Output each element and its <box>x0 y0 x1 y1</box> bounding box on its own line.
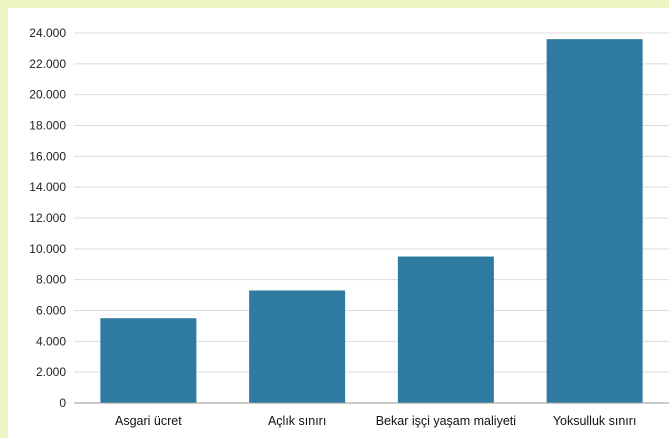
y-tick-label: 14.000 <box>29 180 66 194</box>
x-axis-category-labels: Asgari ücret Açlık sınırı Bekar işçi yaşam… <box>115 414 636 428</box>
y-tick-label: 18.000 <box>29 119 66 133</box>
chart-panel: 0 2.000 4.000 6.000 8.000 10.000 12.000 14.000 1… <box>8 8 669 438</box>
y-tick-label: 24.000 <box>29 26 66 40</box>
y-tick-label: 16.000 <box>29 149 66 163</box>
bar <box>100 318 197 403</box>
x-category-label: Açlık sınırı <box>268 414 326 428</box>
y-tick-label: 2.000 <box>36 365 66 379</box>
y-tick-label: 10.000 <box>29 242 66 256</box>
x-category-label: Bekar işçi yaşam maliyeti <box>376 414 516 428</box>
x-category-label: Yoksulluk sınırı <box>553 414 637 428</box>
bar <box>249 290 346 403</box>
y-tick-label: 6.000 <box>36 304 66 318</box>
y-tick-label: 8.000 <box>36 273 66 287</box>
y-tick-label: 20.000 <box>29 88 66 102</box>
bar <box>397 256 494 403</box>
bar-chart: 0 2.000 4.000 6.000 8.000 10.000 12.000 14.000 1… <box>29 26 669 428</box>
y-axis-tick-labels: 0 2.000 4.000 6.000 8.000 10.000 12.000 14.000 1… <box>29 26 66 410</box>
bars <box>100 39 643 404</box>
y-tick-label: 4.000 <box>36 334 66 348</box>
bar <box>546 39 643 404</box>
y-tick-label: 22.000 <box>29 57 66 71</box>
y-tick-label: 0 <box>59 396 66 410</box>
y-tick-label: 12.000 <box>29 211 66 225</box>
x-category-label: Asgari ücret <box>115 414 182 428</box>
